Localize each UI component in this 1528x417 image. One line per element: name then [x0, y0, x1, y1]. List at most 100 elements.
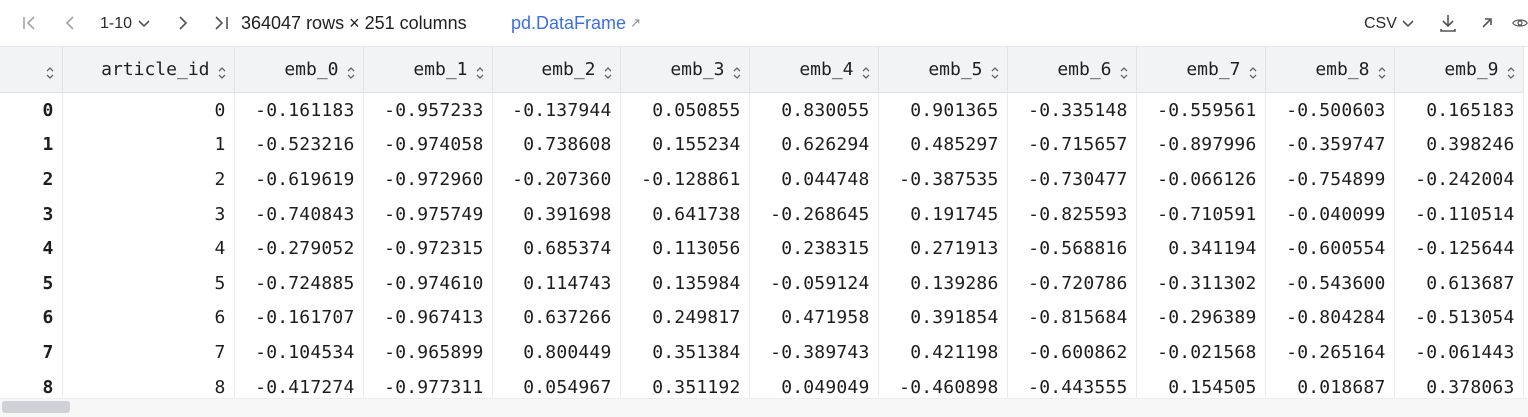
table-row[interactable]: 8 8 -0.417274 -0.977311 0.054967 0.351192 0.04… — [0, 369, 1524, 399]
table-cell: -0.600862 — [1007, 335, 1137, 370]
table-cell: -0.568816 — [1007, 231, 1137, 266]
scrollbar-thumb[interactable] — [2, 401, 70, 413]
sort-icon[interactable] — [1378, 63, 1386, 79]
column-header-article-id[interactable]: article_id — [62, 47, 235, 93]
last-page-icon[interactable] — [211, 10, 231, 36]
sort-icon[interactable] — [218, 63, 226, 79]
table-cell: -0.500603 — [1265, 92, 1395, 128]
table-cell: 0.637266 — [492, 300, 621, 336]
row-index: 3 — [0, 196, 63, 232]
sort-icon[interactable] — [733, 63, 741, 79]
table-cell: -0.207360 — [492, 162, 621, 197]
table-cell: 4 — [62, 231, 235, 266]
dataframe-type-link[interactable]: pd.DataFrame ↗ — [511, 11, 641, 35]
table-cell: -0.730477 — [1007, 162, 1137, 197]
sort-icon[interactable] — [604, 63, 612, 79]
table-cell: -0.335148 — [1007, 92, 1137, 128]
table-row[interactable]: 3 3 -0.740843 -0.975749 0.391698 0.641738 -0.2… — [0, 196, 1524, 232]
column-header-label: emb_0 — [284, 59, 339, 80]
sort-icon[interactable] — [347, 63, 355, 79]
table-cell: -0.161707 — [234, 300, 364, 336]
sort-icon[interactable] — [46, 63, 54, 79]
table-cell: -0.974058 — [363, 127, 493, 163]
column-header-emb-5[interactable]: emb_5 — [878, 47, 1008, 93]
table-cell: 0.050855 — [620, 92, 750, 128]
column-header-emb-8[interactable]: emb_8 — [1265, 47, 1395, 93]
table-cell: -0.110514 — [1394, 196, 1524, 232]
next-page-icon[interactable] — [173, 10, 193, 36]
download-icon[interactable] — [1438, 10, 1458, 36]
page-range-label: 1-10 — [100, 15, 133, 32]
table-row[interactable]: 2 2 -0.619619 -0.972960 -0.207360 -0.128861 0.… — [0, 162, 1524, 197]
column-header-emb-0[interactable]: emb_0 — [234, 47, 364, 93]
row-index: 1 — [0, 127, 63, 163]
table-cell: -0.715657 — [1007, 127, 1137, 163]
table-cell: 0.165183 — [1394, 92, 1524, 128]
table-cell: -0.443555 — [1007, 369, 1137, 399]
table-cell: 0.018687 — [1265, 369, 1395, 399]
row-index: 6 — [0, 300, 63, 336]
column-header-index[interactable] — [0, 47, 63, 93]
sort-icon[interactable] — [476, 63, 484, 79]
open-icon[interactable] — [1477, 10, 1497, 36]
column-header-emb-9[interactable]: emb_9 — [1394, 47, 1524, 93]
table-cell: 6 — [62, 300, 235, 336]
table-row[interactable]: 4 4 -0.279052 -0.972315 0.685374 0.113056 0.23… — [0, 231, 1524, 266]
table-cell: 0.830055 — [749, 92, 879, 128]
page-range-select[interactable]: 1-10 — [100, 12, 150, 36]
header-row: article_id emb_0 emb_1 emb_2 emb_3 emb_4 emb_5… — [0, 47, 1524, 93]
sort-icon[interactable] — [862, 63, 870, 79]
table-cell: -0.104534 — [234, 335, 364, 370]
export-format-select[interactable]: CSV — [1364, 12, 1414, 36]
table-cell: -0.061443 — [1394, 335, 1524, 370]
column-header-emb-7[interactable]: emb_7 — [1136, 47, 1266, 93]
table-cell: -0.724885 — [234, 265, 364, 301]
column-header-emb-2[interactable]: emb_2 — [492, 47, 621, 93]
sort-icon[interactable] — [1120, 63, 1128, 79]
sort-icon[interactable] — [1507, 63, 1515, 79]
eye-icon[interactable] — [1512, 10, 1528, 36]
table-cell: -0.957233 — [363, 92, 493, 128]
row-index: 4 — [0, 231, 63, 266]
column-header-emb-1[interactable]: emb_1 — [363, 47, 493, 93]
table-cell: -0.972315 — [363, 231, 493, 266]
horizontal-scrollbar[interactable] — [0, 398, 1528, 417]
column-header-emb-3[interactable]: emb_3 — [620, 47, 750, 93]
data-grid: article_id emb_0 emb_1 emb_2 emb_3 emb_4 emb_5… — [0, 46, 1528, 399]
table-cell: -0.311302 — [1136, 265, 1266, 301]
table-cell: -0.265164 — [1265, 335, 1395, 370]
table-cell: 0.391698 — [492, 196, 621, 232]
chevron-down-icon — [1402, 15, 1414, 33]
table-cell: -0.543600 — [1265, 265, 1395, 301]
table-cell: 0.391854 — [878, 300, 1008, 336]
table-cell: -0.513054 — [1394, 300, 1524, 336]
first-page-icon[interactable] — [20, 10, 40, 36]
table-cell: 0.191745 — [878, 196, 1008, 232]
table-row[interactable]: 0 0 -0.161183 -0.957233 -0.137944 0.050855 0.8… — [0, 92, 1524, 128]
table-cell: -0.619619 — [234, 162, 364, 197]
column-header-label: emb_6 — [1057, 59, 1112, 80]
table-row[interactable]: 6 6 -0.161707 -0.967413 0.637266 0.249817 0.47… — [0, 300, 1524, 336]
column-header-emb-4[interactable]: emb_4 — [749, 47, 879, 93]
sort-icon[interactable] — [991, 63, 999, 79]
export-format-label: CSV — [1364, 15, 1397, 32]
table-cell: 0.378063 — [1394, 369, 1524, 399]
table-cell: -0.268645 — [749, 196, 879, 232]
sort-icon[interactable] — [1249, 63, 1257, 79]
table-cell: 0.800449 — [492, 335, 621, 370]
table-toolbar: 1-10 364047 rows × 251 columns pd.DataFr… — [0, 0, 1528, 46]
table-row[interactable]: 5 5 -0.724885 -0.974610 0.114743 0.135984 -0.0… — [0, 265, 1524, 301]
table-cell: 0.901365 — [878, 92, 1008, 128]
table-cell: -0.128861 — [620, 162, 750, 197]
prev-page-icon[interactable] — [60, 10, 80, 36]
table-row[interactable]: 7 7 -0.104534 -0.965899 0.800449 0.351384 -0.3… — [0, 335, 1524, 370]
column-header-emb-6[interactable]: emb_6 — [1007, 47, 1137, 93]
table-cell: -0.720786 — [1007, 265, 1137, 301]
column-header-label: article_id — [101, 59, 210, 80]
table-row[interactable]: 1 1 -0.523216 -0.974058 0.738608 0.155234 0.62… — [0, 127, 1524, 163]
table-cell: 0.421198 — [878, 335, 1008, 370]
table-cell: 0.351192 — [620, 369, 750, 399]
table-cell: 0.044748 — [749, 162, 879, 197]
table-cell: -0.897996 — [1136, 127, 1266, 163]
table-cell: -0.296389 — [1136, 300, 1266, 336]
